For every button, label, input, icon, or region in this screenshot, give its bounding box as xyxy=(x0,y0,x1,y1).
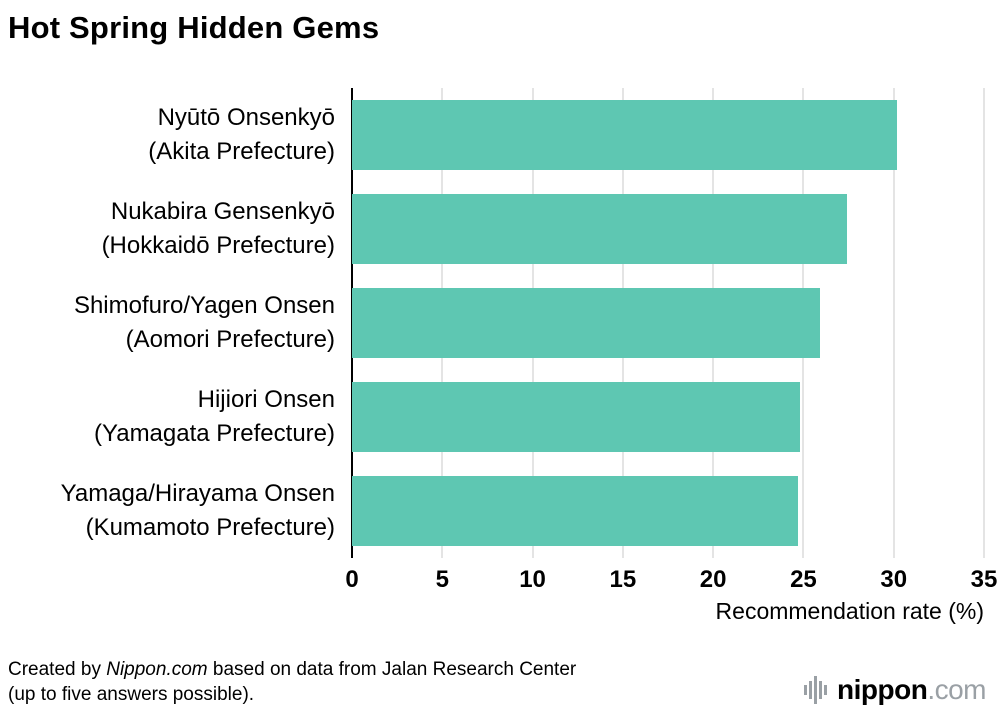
logo-dot: . xyxy=(927,674,935,705)
source-line-2: (up to five answers possible). xyxy=(8,684,255,706)
source-line-1: Created by Nippon.com based on data from… xyxy=(8,658,577,680)
bar-row xyxy=(352,88,984,182)
logo-tld: com xyxy=(934,674,987,705)
category-label-4: Hijiori Onsen (Yamagata Prefecture) xyxy=(94,385,335,447)
bar-row xyxy=(352,276,984,370)
footer: Created by Nippon.com based on data from… xyxy=(8,657,987,708)
logo-name: nippon xyxy=(837,674,928,705)
bar-row xyxy=(352,370,984,464)
x-tick-label: 5 xyxy=(435,566,449,593)
gridline xyxy=(983,88,985,558)
x-axis-label: Recommendation rate (%) xyxy=(715,598,984,624)
nippon-logo-bars-icon xyxy=(804,676,828,704)
x-tick-label: 0 xyxy=(345,566,359,593)
category-label-1: Nyūtō Onsenkyō (Akita Prefecture) xyxy=(148,103,335,165)
logo-text: nippon.com xyxy=(837,676,986,704)
gridline xyxy=(893,88,895,558)
bar-row xyxy=(352,464,984,558)
category-label-5: Yamaga/Hirayama Onsen (Kumamoto Prefectur… xyxy=(60,479,335,541)
x-axis: 0 5 10 15 20 25 30 35 xyxy=(345,558,997,594)
bar-chart: Nyūtō Onsenkyō (Akita Prefecture) Nukabira… xyxy=(0,88,1000,558)
bar-3 xyxy=(352,288,820,358)
nippon-logo: nippon.com xyxy=(804,674,987,708)
category-label-3: Shimofuro/Yagen Onsen (Aomori Prefecture) xyxy=(73,291,335,353)
bar-1 xyxy=(352,100,898,170)
labels-column: Nyūtō Onsenkyō (Akita Prefecture) Nukabira… xyxy=(0,88,352,558)
chart-title: Hot Spring Hidden Gems xyxy=(8,10,380,45)
source-publisher: Nippon.com xyxy=(106,658,208,680)
bar-row xyxy=(352,182,984,276)
x-tick-label: 30 xyxy=(880,566,908,593)
x-tick-label: 20 xyxy=(699,566,727,593)
x-tick-label: 15 xyxy=(609,566,637,593)
bar-5 xyxy=(352,476,798,546)
category-label-2: Nukabira Gensenkyō (Hokkaidō Prefecture) xyxy=(101,197,335,259)
plot-area xyxy=(351,88,985,558)
bar-4 xyxy=(352,382,800,452)
bar-2 xyxy=(352,194,847,264)
source-note: Created by Nippon.com based on data from… xyxy=(8,657,576,708)
x-tick-label: 10 xyxy=(519,566,546,593)
x-tick-label: 25 xyxy=(790,566,817,593)
x-tick-label: 35 xyxy=(970,566,998,593)
